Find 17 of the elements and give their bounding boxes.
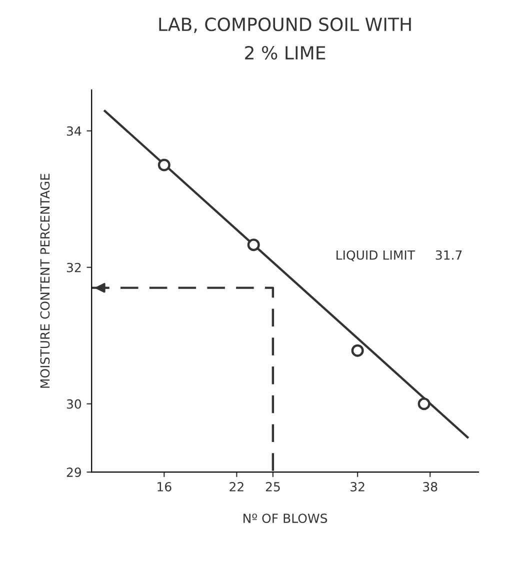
- annotation: LIQUID LIMIT 31.7: [336, 250, 462, 262]
- y-tick-label: 29: [66, 468, 82, 478]
- point: [418, 398, 430, 410]
- point: [247, 238, 260, 252]
- x-tick-label: 32: [350, 482, 364, 492]
- x-axis-title: Nº OF BLOWS: [244, 514, 328, 524]
- x-tick-label: 22: [230, 482, 244, 492]
- x-tick-label: 16: [158, 482, 172, 492]
- x-tick-label: 38: [423, 482, 438, 492]
- y-tick-label: 34: [66, 126, 82, 136]
- chart-title: LAB, COMPOUND SOIL WITH 2 % LIME: [159, 18, 411, 60]
- y-tick-label: 30: [66, 399, 82, 409]
- y-axis-title: MOISTURE CONTENT PERCENTAGE: [40, 174, 50, 388]
- point: [158, 158, 170, 172]
- point: [351, 344, 364, 357]
- y-tick-label: 32: [66, 262, 81, 272]
- x-tick-label: 25: [266, 482, 280, 492]
